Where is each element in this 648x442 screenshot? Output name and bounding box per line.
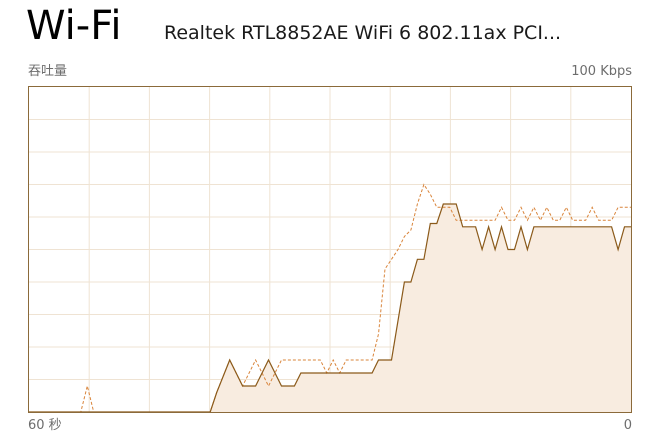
window-title: Wi-Fi — [26, 3, 122, 49]
y-axis-label: 吞吐量 — [28, 64, 68, 79]
y-max-label: 100 Kbps — [571, 64, 632, 79]
solid-series-line — [29, 203, 631, 413]
x-left-label: 60 秒 — [28, 418, 62, 433]
graph-border — [28, 86, 632, 413]
x-right-label: 0 — [623, 418, 632, 433]
solid-series-fill — [29, 204, 631, 412]
